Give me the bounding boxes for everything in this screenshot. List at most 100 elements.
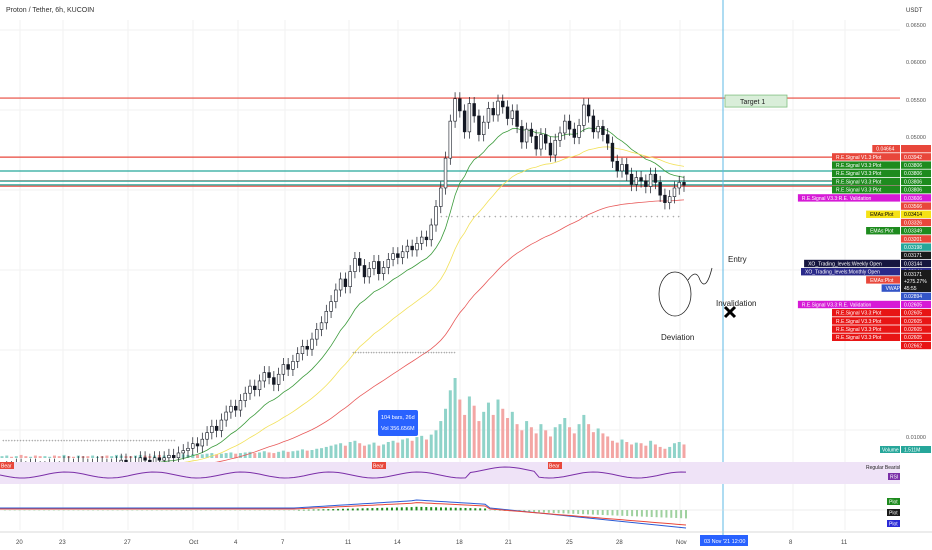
indicator-value-bg	[901, 161, 931, 169]
price-bar	[253, 385, 257, 390]
price-bar	[467, 103, 472, 133]
volume-bar	[434, 430, 438, 458]
volume-bar	[57, 456, 61, 458]
price-bar	[582, 104, 586, 126]
price-bar	[377, 261, 381, 274]
price-bar	[534, 136, 538, 150]
price-bar	[276, 373, 281, 385]
time-tick: 25	[566, 540, 573, 546]
price-bar	[515, 110, 519, 127]
macd-hist-bar	[449, 507, 452, 511]
volume-bar	[238, 453, 242, 458]
indicator-label: R.E.Signal V1.3:Plot	[836, 155, 882, 161]
indicator-label: R.E.Signal V3.3:Plot	[836, 319, 882, 325]
volume-bar	[620, 439, 624, 458]
volume-bar	[405, 438, 409, 458]
deviation-label: Deviation	[661, 333, 694, 342]
macd-hist-bar	[528, 510, 531, 512]
price-bar	[605, 134, 610, 144]
indicator-label: R.E.Signal V3.3:Plot	[836, 188, 882, 194]
price-bar	[639, 177, 643, 182]
signal-mark: +	[11, 438, 14, 443]
price-bar	[386, 259, 391, 268]
price-bar	[472, 103, 476, 117]
signal-mark: +	[472, 214, 475, 219]
macd-hist-bar	[601, 510, 604, 515]
volume-bar	[300, 449, 304, 458]
price-bar	[171, 455, 176, 459]
price-bar	[610, 142, 615, 162]
volume-bar	[525, 421, 529, 458]
rsi-label-bg	[888, 473, 900, 480]
price-bar	[162, 457, 166, 461]
volume-bar	[439, 421, 443, 458]
signal-mark: +	[54, 438, 57, 443]
signal-mark: +	[656, 214, 659, 219]
price-bar	[362, 265, 367, 278]
macd-hist-bar	[312, 509, 315, 511]
price-bar	[510, 110, 515, 119]
signal-mark: +	[2, 438, 5, 443]
crosshair-date-bg	[700, 535, 748, 546]
price-bar	[405, 245, 410, 253]
bear-tag-bg	[0, 462, 14, 469]
indicator-value: 0.03566	[904, 204, 922, 210]
macd-hist-bar	[327, 509, 330, 511]
macd-hist-bar	[459, 507, 462, 511]
volume-bar	[410, 440, 414, 458]
indicator-label: EMAs:Plot	[870, 229, 894, 235]
macd-hist-bar	[572, 510, 575, 514]
price-bar	[548, 142, 553, 156]
price-bar	[491, 108, 495, 116]
volume-bar	[224, 453, 228, 458]
current-price-bg	[901, 270, 931, 292]
macd-hist-bar	[533, 510, 536, 513]
price-bar	[524, 128, 529, 143]
price-bar	[653, 173, 658, 183]
volume-bar	[491, 414, 495, 458]
signal-mark: +	[144, 438, 147, 443]
price-bar	[315, 329, 319, 340]
macd-hist-bar	[337, 508, 340, 511]
volume-bar	[653, 444, 657, 458]
indicator-value: 0.02894	[904, 294, 922, 300]
rsi-line	[0, 466, 687, 479]
signal-mark: +	[368, 350, 371, 355]
volume-bar	[639, 443, 643, 458]
macd-hist-bar	[616, 510, 619, 516]
bear-tag: Bear	[549, 464, 560, 470]
signal-line	[0, 502, 687, 526]
signal-mark: +	[667, 214, 670, 219]
signal-mark: +	[375, 350, 378, 355]
indicator-label-bg	[832, 177, 900, 186]
signal-mark: +	[75, 438, 78, 443]
price-bar	[343, 278, 348, 287]
macd-hist-bar	[420, 506, 423, 511]
volume-bar	[200, 454, 204, 458]
indicator-value: 0.03606	[904, 196, 922, 202]
volume-bar	[191, 454, 195, 458]
indicator-label: R.E.Signal V3.3:Plot	[836, 311, 882, 317]
price-bar	[334, 289, 338, 302]
signal-mark: +	[651, 214, 654, 219]
macd-hist-bar	[444, 507, 447, 511]
indicator-value-bg	[901, 309, 931, 317]
macd-label-bg	[887, 520, 900, 527]
signal-mark: +	[378, 350, 381, 355]
price-bar	[348, 271, 352, 287]
indicator-label: XO_Trading_levels:Monthly Open	[805, 270, 880, 276]
macd-hist-bar	[400, 507, 403, 511]
signal-mark: +	[467, 214, 470, 219]
indicator-label: R.E.Signal V3.3:Plot	[836, 163, 882, 169]
indicator-value-bg	[901, 186, 931, 194]
volume-bar	[682, 444, 686, 458]
volume-bar	[668, 446, 672, 458]
volume-bar	[644, 445, 648, 458]
price-bar	[338, 278, 343, 291]
price-bar	[138, 457, 143, 463]
price-bar	[505, 106, 510, 119]
indicator-label-bg	[866, 210, 900, 218]
macd-label: Plot	[889, 500, 898, 506]
signal-mark: +	[451, 214, 454, 219]
